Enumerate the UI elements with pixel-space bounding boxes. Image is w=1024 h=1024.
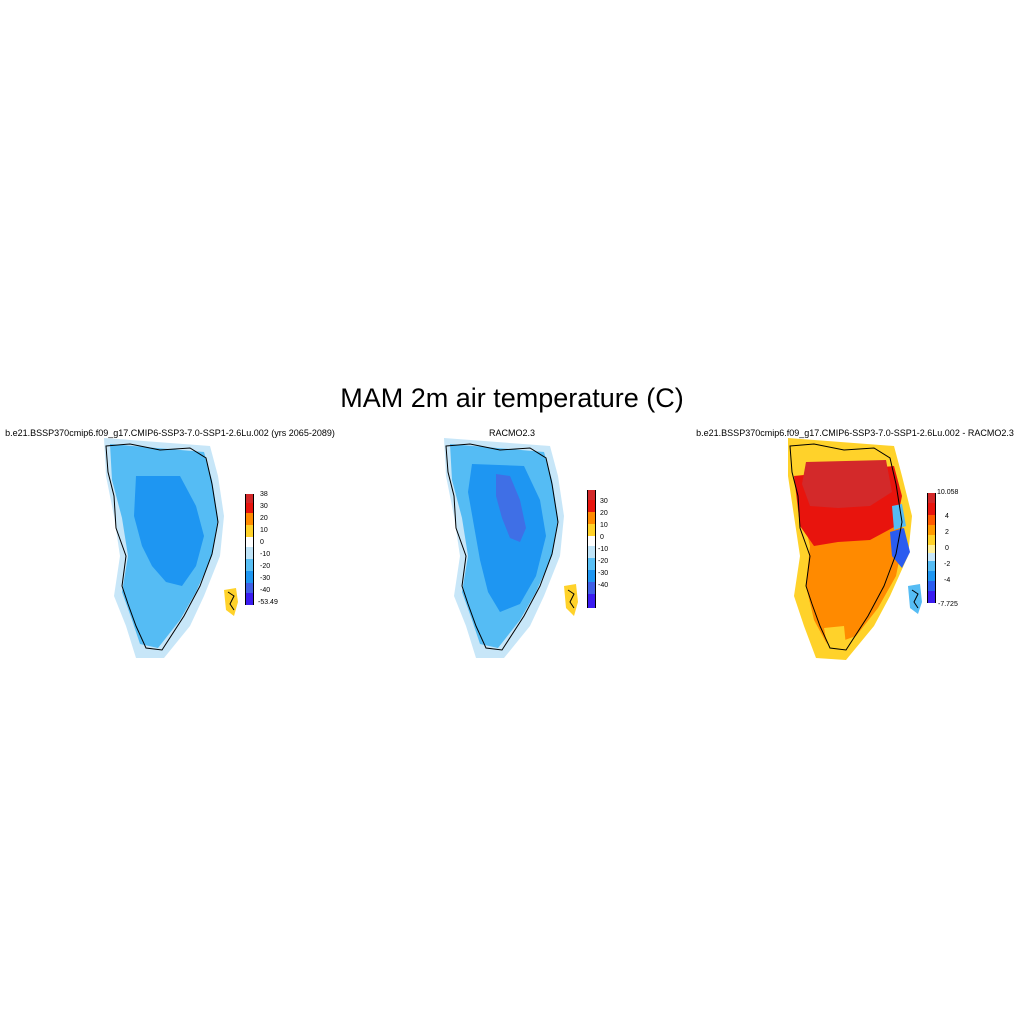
- colorbar-swatch: [245, 494, 254, 503]
- colorbar-swatch: [587, 570, 596, 582]
- panel-3-map: [788, 438, 922, 660]
- colorbar-label: -10: [260, 551, 271, 558]
- colorbar-swatch: [245, 503, 254, 513]
- north-darkred: [802, 460, 892, 508]
- colorbar-swatch: [587, 558, 596, 570]
- colorbar-swatch: [587, 524, 596, 536]
- colorbar-swatch: [927, 571, 936, 581]
- colorbar-swatch: [587, 490, 596, 500]
- colorbar-label: 0: [260, 539, 264, 546]
- colorbar-swatch: [245, 525, 254, 537]
- colorbar-label: 0: [945, 545, 949, 552]
- colorbar-swatch: [927, 515, 936, 525]
- colorbar-label: 20: [600, 510, 608, 517]
- east-mid-blue: [892, 504, 906, 530]
- colorbar-label: -53.49: [258, 599, 278, 606]
- interior-band: [468, 464, 546, 612]
- colorbar-label: 2: [945, 529, 949, 536]
- colorbar-swatch: [927, 545, 936, 553]
- colorbar-swatch: [927, 581, 936, 591]
- panel-1-colorbar: 38 30 20 10 0 -10 -20 -30 -40 -53.49: [245, 491, 285, 612]
- colorbar-label: 4: [945, 513, 949, 520]
- colorbar-label: 38: [260, 491, 268, 498]
- island-outline: [227, 591, 235, 611]
- colorbar-swatch: [587, 546, 596, 558]
- coastline: [105, 443, 219, 651]
- colorbar-swatch: [587, 500, 596, 512]
- colorbar-swatch: [927, 493, 936, 503]
- south-tip: [824, 626, 846, 650]
- colorbar-swatch: [927, 525, 936, 535]
- ice-sheet-field: [444, 438, 564, 658]
- colorbar-swatch: [245, 537, 254, 547]
- island-outline: [567, 589, 575, 609]
- colorbar-label: -4: [944, 577, 951, 584]
- ice-sheet-field: [104, 438, 224, 658]
- interior-band: [134, 476, 204, 586]
- colorbar-label: 0: [600, 534, 604, 541]
- panel-3-colorbar: 10.058 4 2 0 -2 -4 -7.725: [927, 489, 973, 615]
- colorbar-label: 10: [260, 527, 268, 534]
- colorbar-swatch: [587, 536, 596, 546]
- colorbar-label: -2: [944, 561, 951, 568]
- panel-3-title: b.e21.BSSP370cmip6.f09_g17.CMIP6-SSP3-7.…: [696, 428, 1014, 438]
- colorbar-label: -40: [598, 582, 609, 589]
- panel-1-title: b.e21.BSSP370cmip6.f09_g17.CMIP6-SSP3-7.…: [5, 428, 335, 438]
- island-outline: [911, 589, 919, 609]
- summit-band: [496, 474, 526, 542]
- colorbar-swatch: [927, 553, 936, 561]
- panel-2-title: RACMO2.3: [488, 428, 535, 438]
- panel-1-map: [104, 438, 238, 658]
- colorbar-swatch: [245, 547, 254, 559]
- colorbar-label: -30: [260, 575, 271, 582]
- colorbar-label: -30: [598, 570, 609, 577]
- colorbar-swatch: [245, 559, 254, 571]
- coastline: [789, 443, 903, 651]
- colorbar-label: -40: [260, 587, 271, 594]
- colorbar-swatch: [587, 594, 596, 608]
- colorbar-swatch: [245, 513, 254, 525]
- colorbar-swatch: [245, 583, 254, 593]
- colorbar-swatch: [587, 582, 596, 594]
- colorbar-label: 20: [260, 515, 268, 522]
- colorbar-label: -20: [260, 563, 271, 570]
- colorbar-label: 10: [600, 522, 608, 529]
- colorbar-label: -10: [598, 546, 609, 553]
- colorbar-label: 10.058: [937, 489, 959, 496]
- colorbar-label: 30: [600, 498, 608, 505]
- colorbar-swatch: [927, 503, 936, 515]
- colorbar-swatch: [927, 561, 936, 571]
- panel-2-map: [444, 438, 578, 658]
- colorbar-swatch: [587, 512, 596, 524]
- colorbar-label: 30: [260, 503, 268, 510]
- colorbar-swatch: [245, 571, 254, 583]
- coastline: [445, 443, 559, 651]
- colorbar-label: -20: [598, 558, 609, 565]
- colorbar-swatch: [927, 591, 936, 603]
- colorbar-swatch: [245, 593, 254, 605]
- colorbar-swatch: [927, 535, 936, 545]
- colorbar-label: -7.725: [938, 601, 958, 608]
- difference-field: [788, 438, 912, 660]
- panel-2-colorbar: 30 20 10 0 -10 -20 -30 -40: [587, 488, 627, 612]
- figure-title: MAM 2m air temperature (C): [340, 383, 684, 413]
